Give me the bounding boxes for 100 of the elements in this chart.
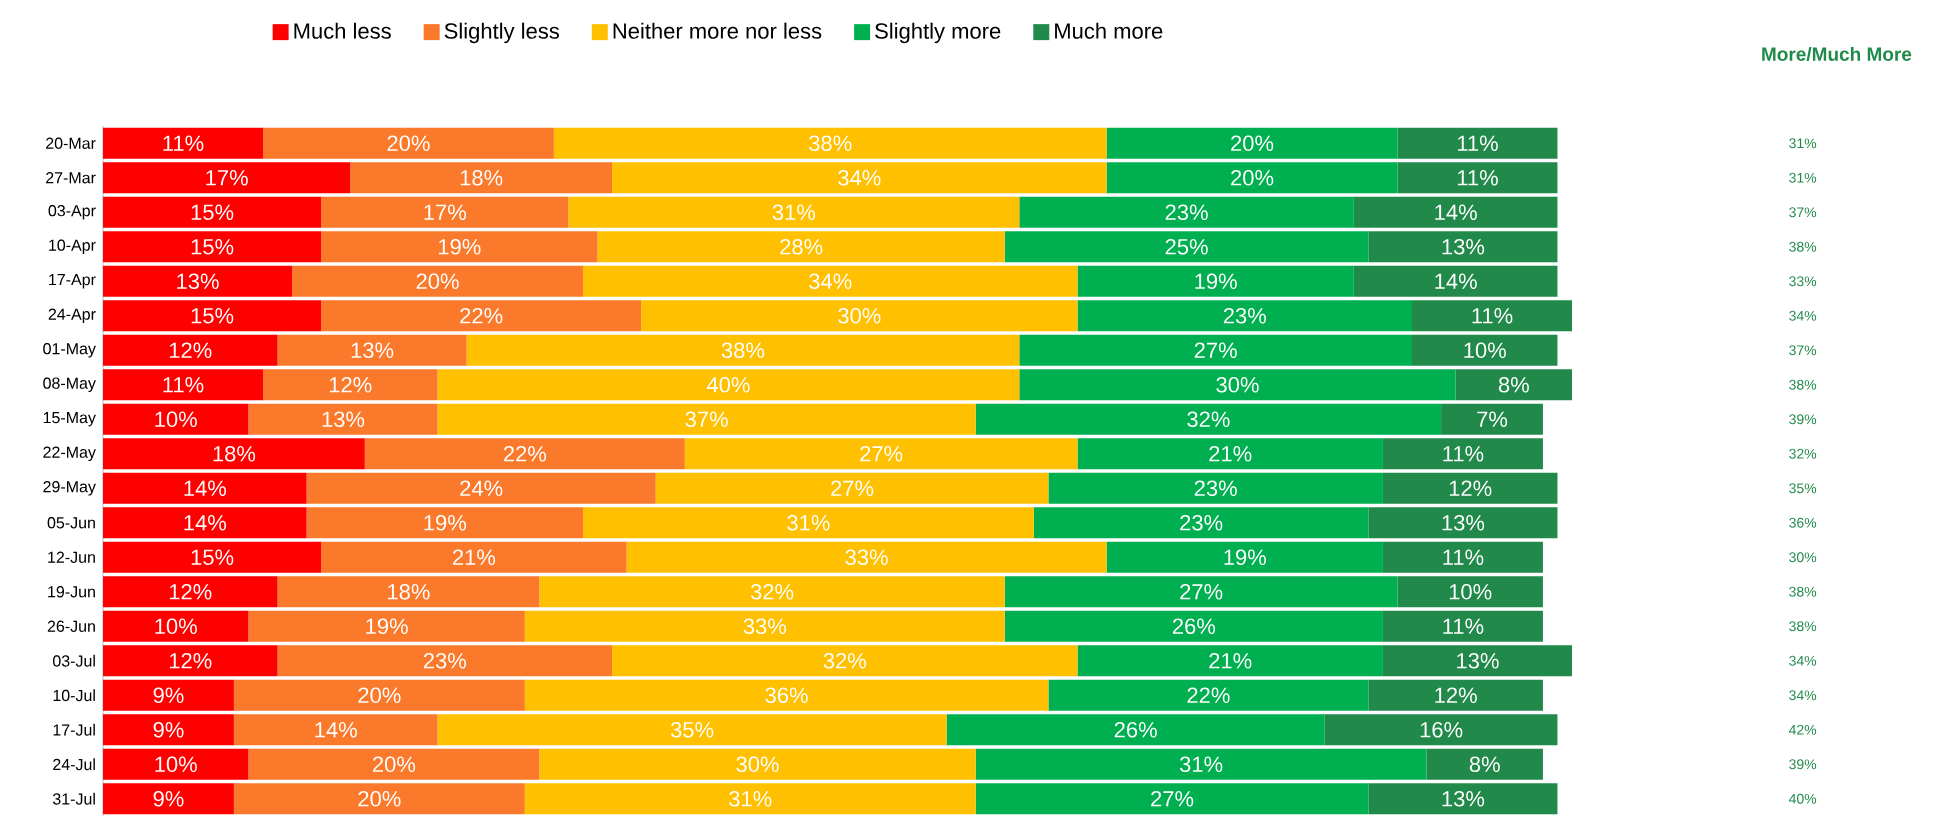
y-tick-label: 27-Mar: [46, 172, 96, 184]
bar: [684, 438, 1078, 470]
data-label: 23%: [1180, 514, 1223, 531]
y-tick-label: 31-Jul: [52, 792, 95, 805]
legend-label: Much more: [1055, 22, 1163, 39]
y-tick-label: 17-Jul: [53, 723, 95, 736]
data-label: 22%: [1187, 687, 1230, 703]
bar: [655, 472, 1049, 504]
text: 38%: [1789, 586, 1817, 597]
bar: [1004, 576, 1398, 608]
text: 38%: [1789, 241, 1817, 252]
text: 30%: [1789, 552, 1817, 563]
legend-label: Much less: [294, 22, 391, 39]
data-label: 15%: [191, 549, 234, 565]
y-tick-label: 08-May: [43, 377, 96, 393]
text: 34%: [1789, 655, 1817, 666]
data-label: 20%: [358, 687, 401, 704]
bar: [1048, 679, 1369, 711]
data-label: 32%: [750, 583, 794, 600]
text: 34%: [1789, 310, 1817, 321]
bar: [103, 127, 263, 159]
bar: [103, 783, 234, 815]
data-label: 10%: [1449, 583, 1492, 600]
bar: [582, 507, 1034, 539]
data-label: 17%: [424, 204, 467, 220]
bar: [1426, 748, 1543, 780]
bar: [1412, 300, 1573, 332]
data-label: 9%: [153, 790, 184, 807]
data-label: 14%: [184, 515, 227, 531]
bar: [1019, 334, 1413, 366]
data-label: 18%: [388, 583, 430, 600]
bar: [292, 265, 583, 297]
bar: [975, 748, 1427, 780]
bar: [1077, 300, 1413, 332]
bar: [1397, 576, 1543, 608]
bar: [524, 679, 1049, 711]
bar: [1019, 369, 1456, 401]
bar: [321, 196, 569, 228]
data-label: 27%: [860, 446, 903, 462]
bar: [103, 334, 278, 366]
bar: [277, 334, 467, 366]
bar: [975, 403, 1442, 435]
data-label: 13%: [1442, 514, 1485, 531]
y-tick-label: 10-Apr: [49, 239, 96, 255]
y-tick-label: 10-Jul: [53, 689, 95, 702]
bar: [437, 403, 976, 435]
text: 38%: [1789, 621, 1817, 632]
y-tick-label: 22-May: [43, 446, 96, 462]
bar: [1397, 127, 1558, 159]
bar: [1077, 438, 1383, 470]
data-label: 20%: [387, 135, 430, 152]
text: 36%: [1789, 517, 1817, 528]
bar: [1077, 265, 1354, 297]
data-label: 20%: [1231, 135, 1274, 152]
data-label: 13%: [1457, 652, 1499, 669]
bar: [1324, 714, 1558, 746]
bar: [1106, 541, 1383, 573]
data-label: 31%: [729, 790, 772, 807]
bar: [248, 610, 525, 642]
data-label: 11%: [163, 377, 204, 393]
data-label: 7%: [1477, 411, 1508, 427]
data-label: 20%: [416, 273, 459, 290]
bar: [1368, 679, 1543, 711]
bar: [321, 231, 598, 263]
bar: [466, 334, 1020, 366]
bar: [553, 127, 1107, 159]
y-tick-label: 17-Apr: [49, 274, 96, 289]
bar: [568, 196, 1020, 228]
text: 38%: [1789, 379, 1817, 390]
bar: [103, 162, 351, 194]
data-label: 19%: [424, 514, 467, 531]
y-tick-label: 24-Apr: [48, 308, 96, 324]
bar: [321, 541, 627, 573]
data-label: 14%: [1435, 273, 1477, 289]
y-tick-label: 01-May: [43, 343, 96, 358]
data-label: 19%: [366, 618, 408, 635]
data-label: 11%: [1457, 170, 1498, 186]
text: 34%: [1789, 690, 1817, 701]
bar: [103, 748, 249, 780]
data-label: 13%: [351, 342, 394, 359]
data-label: 12%: [169, 584, 212, 600]
bar: [641, 300, 1078, 332]
bar: [612, 162, 1107, 194]
bar: [1106, 127, 1398, 159]
data-label: 9%: [153, 687, 184, 704]
bar: [103, 438, 365, 470]
bar: [626, 541, 1107, 573]
bar: [103, 472, 307, 504]
bar: [1382, 645, 1573, 677]
y-tick-label: 26-Jun: [47, 620, 95, 632]
data-label: 23%: [423, 652, 467, 669]
data-label: 40%: [706, 376, 750, 393]
bar: [1004, 231, 1369, 263]
y-tick-label: 19-Jun: [48, 586, 95, 598]
text: 35%: [1789, 483, 1817, 494]
data-label: 36%: [765, 687, 808, 704]
y-tick-label: 20-Mar: [46, 137, 96, 149]
data-label: 23%: [1194, 480, 1237, 497]
data-label: 11%: [1443, 618, 1484, 634]
data-label: 22%: [503, 446, 547, 462]
